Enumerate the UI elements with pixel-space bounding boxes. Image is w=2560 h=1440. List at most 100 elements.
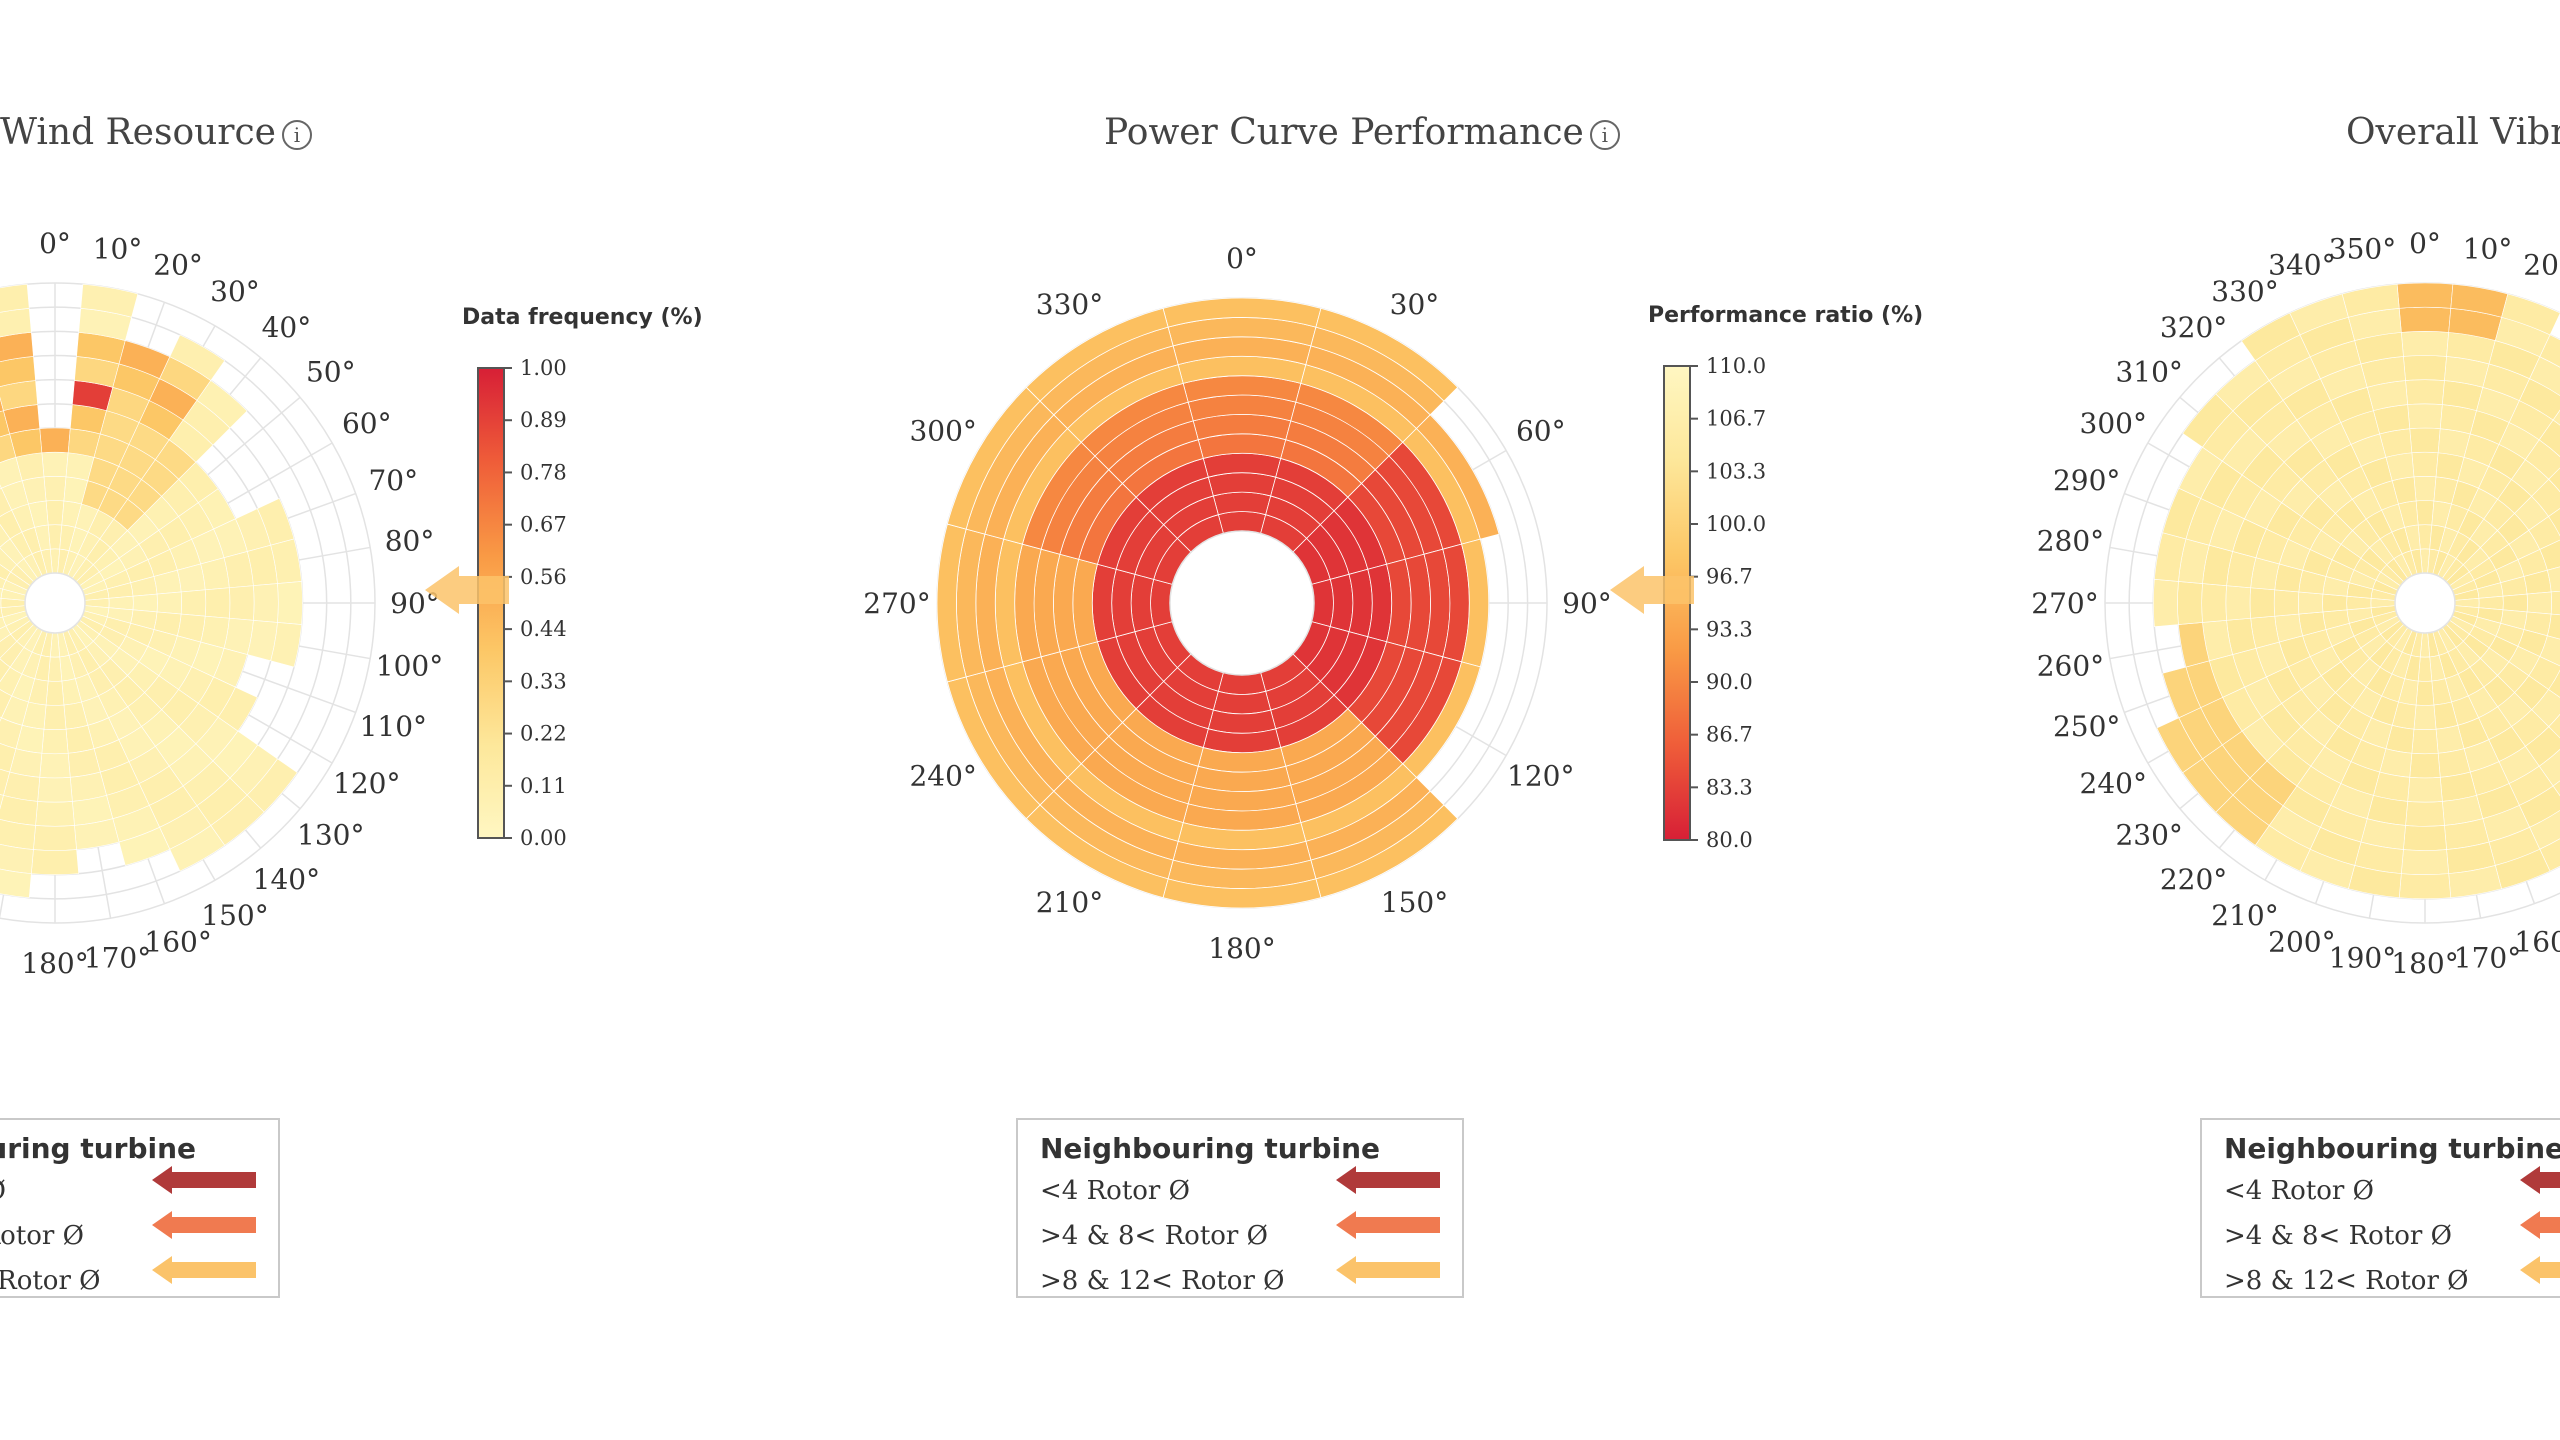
angle-tick-label: 20°	[153, 249, 203, 282]
polar-cell	[80, 283, 139, 318]
polar-cell	[2548, 467, 2560, 493]
colorbar-tick-label: 0.22	[520, 722, 567, 746]
colorbar-tick-label: 0.89	[520, 408, 567, 432]
polar-cell	[2298, 591, 2324, 615]
polar-cell	[37, 777, 73, 803]
colorbar-tick-label: 0.33	[520, 669, 567, 693]
legend-box-vibration: Neighbouring turbine <4 Rotor Ø >4 & 8< …	[2200, 1118, 2560, 1298]
polar-cell	[1415, 414, 1500, 540]
angle-tick-label: 260°	[2037, 650, 2104, 683]
polar-cell	[2409, 427, 2441, 454]
legend-label: >4 & 8< Rotor Ø	[2224, 1221, 2452, 1251]
angle-tick-label: 120°	[1507, 760, 1574, 793]
colorbar-tick-label: 90.0	[1706, 670, 1753, 694]
colorbar-tick-label: 80.0	[1706, 828, 1753, 852]
neighbour-turbine-arrow	[1610, 566, 1694, 614]
legend-arrow-near-icon	[2520, 1166, 2560, 1194]
polar-cell	[2400, 331, 2450, 357]
colorbar-tick-label: 0.56	[520, 565, 567, 589]
angle-tick-label: 30°	[1390, 288, 1440, 321]
polar-cell	[0, 794, 4, 810]
legend-label: <4 Rotor Ø	[0, 1176, 6, 1206]
panel-title-text: Overall Vibration	[2346, 112, 2560, 153]
polar-center-hole	[1169, 530, 1315, 676]
polar-cell	[2403, 825, 2447, 851]
polar-cell	[1130, 573, 1155, 633]
polar-cell	[253, 583, 279, 623]
polar-cell	[2415, 500, 2435, 526]
legend-arrow-far-icon	[1336, 1256, 1440, 1284]
info-icon[interactable]: i	[1589, 120, 1620, 150]
legend-label: >8 & 12< Rotor Ø	[2224, 1266, 2469, 1296]
polar-cell	[2201, 583, 2227, 623]
polar-cell	[43, 704, 67, 730]
polar-cell	[1207, 709, 1277, 734]
angle-tick-label: 300°	[909, 415, 976, 448]
legend-label: >4 & 8< Rotor Ø	[0, 1221, 84, 1251]
panel-title-vibration: Overall Vibrationi	[2346, 112, 2560, 153]
angle-tick-label: 290°	[2053, 464, 2120, 497]
polar-cell	[2548, 508, 2560, 537]
legend-arrow-far-icon	[152, 1256, 256, 1284]
colorbar-tick-label: 106.7	[1706, 407, 1766, 431]
angle-tick-label: 60°	[342, 407, 392, 440]
angle-tick-label: 70°	[368, 464, 418, 497]
angle-tick-label: 180°	[1208, 932, 1275, 965]
polar-cell	[2398, 306, 2452, 333]
panel-title-text: Wind Resource	[0, 112, 276, 153]
colorbar-tick-label: 86.7	[1706, 723, 1753, 747]
polar-cell	[33, 825, 77, 851]
colorbar-title: Data frequency (%)	[462, 305, 703, 330]
colorbar-tick-label: 0.11	[520, 774, 567, 798]
polar-cell	[2225, 585, 2251, 621]
polar-cell	[30, 849, 80, 875]
polar-cell	[196, 380, 248, 429]
angle-tick-label: 90°	[1562, 587, 1612, 620]
polar-cell	[2249, 587, 2276, 619]
angle-tick-label: 50°	[306, 356, 356, 389]
angle-tick-label: 180°	[21, 947, 88, 980]
polar-cell	[2396, 282, 2454, 309]
legend-arrow-mid-icon	[1336, 1211, 1440, 1239]
colorbar-tick-label: 0.44	[520, 617, 567, 641]
polar-cell	[0, 868, 32, 899]
polar-cell	[2502, 593, 2528, 613]
legend-label: >4 & 8< Rotor Ø	[1040, 1221, 1268, 1251]
polar-cell	[132, 593, 158, 613]
polar-cell	[45, 500, 65, 526]
polar-cell	[2413, 476, 2437, 502]
legend-label: >8 & 12< Rotor Ø	[0, 1266, 101, 1296]
polar-cell	[156, 591, 182, 615]
polar-cell	[0, 283, 30, 313]
legend-box-power: Neighbouring turbine <4 Rotor Ø >4 & 8< …	[1016, 1118, 1464, 1298]
angle-tick-label: 220°	[2160, 863, 2227, 896]
colorbar-tick-label: 0.67	[520, 513, 567, 537]
angle-tick-label: 250°	[2053, 710, 2120, 743]
angle-tick-label: 80°	[385, 524, 435, 557]
colorbar-tick-label: 93.3	[1706, 617, 1753, 641]
angle-tick-label: 160°	[144, 925, 211, 958]
angle-tick-label: 0°	[2409, 227, 2441, 260]
polar-cell	[35, 801, 75, 827]
info-icon[interactable]: i	[281, 120, 312, 150]
polar-cell	[1212, 690, 1272, 715]
colorbar-tick-label: 103.3	[1706, 459, 1766, 483]
legend-title: Neighbouring turbine	[0, 1132, 197, 1165]
panel-title-text: Power Curve Performance	[1104, 112, 1584, 153]
polar-cell	[277, 581, 303, 625]
polar-cell	[2407, 403, 2443, 429]
polar-cell	[0, 743, 17, 773]
polar-cell	[1348, 568, 1373, 638]
polar-cell	[0, 307, 32, 338]
legend-arrow-near-icon	[1336, 1166, 1440, 1194]
angle-tick-label: 340°	[2268, 249, 2335, 282]
polar-cell	[2322, 593, 2348, 613]
panel-title-wind-resource: Wind Resource i	[0, 112, 312, 153]
polar-cell	[2398, 873, 2452, 900]
polar-cell	[2538, 419, 2560, 458]
polar-cell	[39, 752, 71, 779]
polar-cell	[2411, 451, 2439, 478]
angle-tick-label: 0°	[39, 227, 71, 260]
angle-tick-label: 40°	[262, 311, 312, 344]
angle-tick-label: 210°	[2211, 899, 2278, 932]
